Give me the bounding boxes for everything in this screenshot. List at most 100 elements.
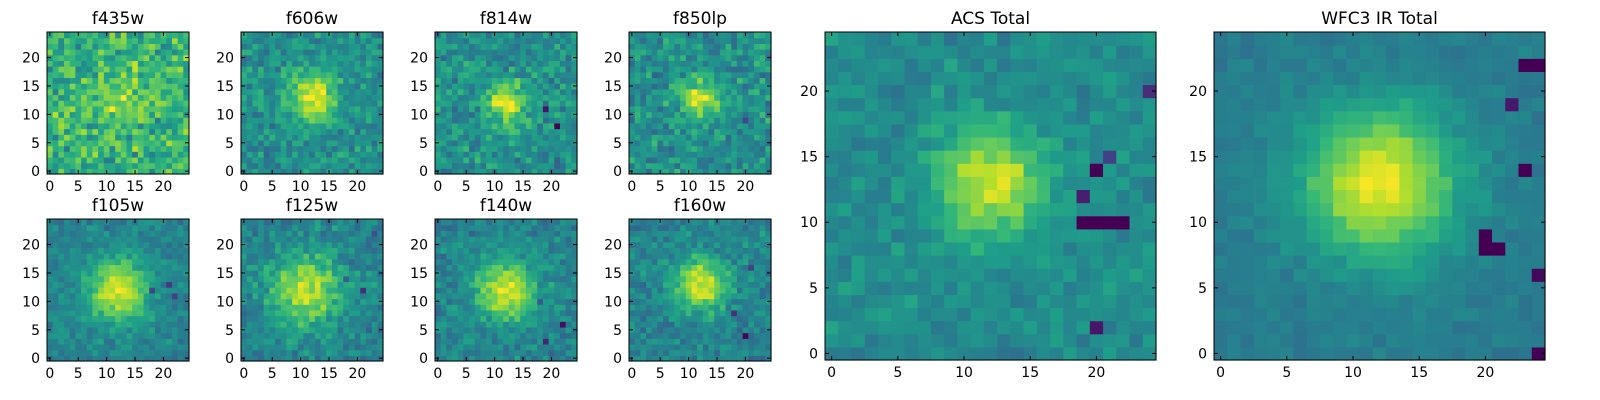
heatmap-cell bbox=[309, 338, 316, 345]
heatmap-cell bbox=[765, 100, 772, 107]
heatmap-cell bbox=[457, 304, 464, 311]
heatmap-cell bbox=[680, 134, 687, 141]
heatmap-cell bbox=[571, 253, 578, 260]
heatmap-cell bbox=[753, 43, 761, 50]
heatmap-cell bbox=[497, 145, 504, 152]
heatmap-cell bbox=[663, 332, 670, 339]
heatmap-cell bbox=[132, 343, 139, 351]
heatmap-cell bbox=[126, 94, 133, 101]
heatmap-cell bbox=[154, 43, 162, 50]
heatmap-cell bbox=[446, 134, 453, 141]
heatmap-cell bbox=[463, 156, 470, 164]
heatmap-cell bbox=[331, 54, 339, 61]
heatmap-cell bbox=[337, 60, 344, 67]
heatmap-cell bbox=[143, 241, 150, 248]
heatmap-cell bbox=[474, 270, 482, 277]
heatmap-cell bbox=[554, 134, 561, 141]
heatmap-cell bbox=[685, 349, 693, 356]
heatmap-cell bbox=[753, 60, 761, 67]
heatmap-cell bbox=[64, 338, 71, 345]
heatmap-cell bbox=[457, 94, 464, 101]
heatmap-cell bbox=[115, 111, 122, 118]
heatmap-cell bbox=[531, 117, 538, 124]
heatmap-cell bbox=[183, 258, 190, 266]
heatmap-cell bbox=[47, 37, 54, 44]
heatmap-cell bbox=[525, 326, 533, 334]
heatmap-cell bbox=[263, 32, 270, 39]
heatmap-cell bbox=[137, 71, 145, 79]
heatmap-cell bbox=[52, 71, 59, 79]
heatmap-cell bbox=[440, 343, 447, 351]
heatmap-cell bbox=[326, 105, 333, 113]
heatmap-cell bbox=[697, 292, 704, 300]
heatmap-cell bbox=[241, 338, 248, 345]
heatmap-cell bbox=[58, 241, 65, 248]
heatmap-cell bbox=[753, 275, 761, 283]
heatmap-cell bbox=[514, 145, 521, 152]
heatmap-cell bbox=[514, 355, 521, 362]
heatmap-cell bbox=[446, 145, 453, 152]
heatmap-cell bbox=[115, 355, 122, 362]
heatmap-cell bbox=[75, 309, 82, 317]
heatmap-cell bbox=[559, 338, 567, 345]
heatmap-cell bbox=[497, 298, 504, 305]
heatmap-cell bbox=[559, 43, 567, 50]
heatmap-cell bbox=[160, 349, 167, 356]
heatmap-cell bbox=[640, 77, 647, 84]
heatmap-cell bbox=[725, 128, 732, 135]
heatmap-cell bbox=[137, 281, 145, 288]
heatmap-cell bbox=[286, 94, 293, 101]
heatmap-cell bbox=[525, 355, 533, 362]
heatmap-cell bbox=[565, 349, 572, 356]
heatmap-cell bbox=[520, 281, 527, 288]
heatmap-cell bbox=[360, 100, 367, 107]
heatmap-cell bbox=[166, 71, 173, 79]
heatmap-cell bbox=[452, 355, 459, 362]
heatmap-cell bbox=[469, 247, 476, 254]
heatmap-cell bbox=[143, 253, 150, 260]
heatmap-cell bbox=[280, 247, 288, 254]
heatmap-cell bbox=[474, 128, 482, 135]
heatmap-cell bbox=[719, 168, 727, 175]
heatmap-cell bbox=[81, 326, 88, 334]
heatmap-cell bbox=[75, 105, 82, 113]
heatmap-cell bbox=[514, 275, 521, 283]
heatmap-cell bbox=[753, 162, 761, 169]
heatmap-cell bbox=[47, 281, 54, 288]
heatmap-cell bbox=[337, 326, 344, 334]
heatmap-cell bbox=[725, 162, 732, 169]
heatmap-cell bbox=[331, 88, 339, 96]
heatmap-cell bbox=[258, 71, 265, 79]
heatmap-cell bbox=[371, 37, 378, 44]
heatmap-cell bbox=[292, 281, 299, 288]
heatmap-cell bbox=[463, 349, 470, 356]
heatmap-cell bbox=[58, 343, 65, 351]
heatmap-cell bbox=[309, 287, 316, 294]
heatmap-cell bbox=[69, 66, 76, 73]
heatmap-cell bbox=[98, 77, 105, 84]
heatmap-cell bbox=[486, 145, 493, 152]
heatmap-cell bbox=[537, 270, 544, 277]
heatmap-cell bbox=[634, 275, 641, 283]
heatmap-cell bbox=[120, 309, 128, 317]
heatmap-cell bbox=[64, 287, 71, 294]
heatmap-cell bbox=[691, 66, 698, 73]
heatmap-cell bbox=[314, 309, 322, 317]
heatmap-cell bbox=[297, 292, 305, 300]
heatmap-cell bbox=[309, 219, 316, 226]
heatmap-cell bbox=[765, 145, 772, 152]
heatmap-cell bbox=[531, 270, 538, 277]
heatmap-cell bbox=[525, 54, 533, 61]
heatmap-cell bbox=[171, 60, 179, 67]
heatmap-cell bbox=[674, 134, 681, 141]
heatmap-cell bbox=[548, 151, 555, 158]
heatmap-cell bbox=[663, 117, 670, 124]
heatmap-cell bbox=[491, 332, 499, 339]
heatmap-cell bbox=[69, 71, 76, 79]
heatmap-cell bbox=[452, 349, 459, 356]
heatmap-cell bbox=[183, 49, 190, 56]
heatmap-cell bbox=[491, 224, 499, 231]
heatmap-cell bbox=[731, 321, 738, 328]
heatmap-cell bbox=[286, 253, 293, 260]
heatmap-cell bbox=[486, 122, 493, 130]
